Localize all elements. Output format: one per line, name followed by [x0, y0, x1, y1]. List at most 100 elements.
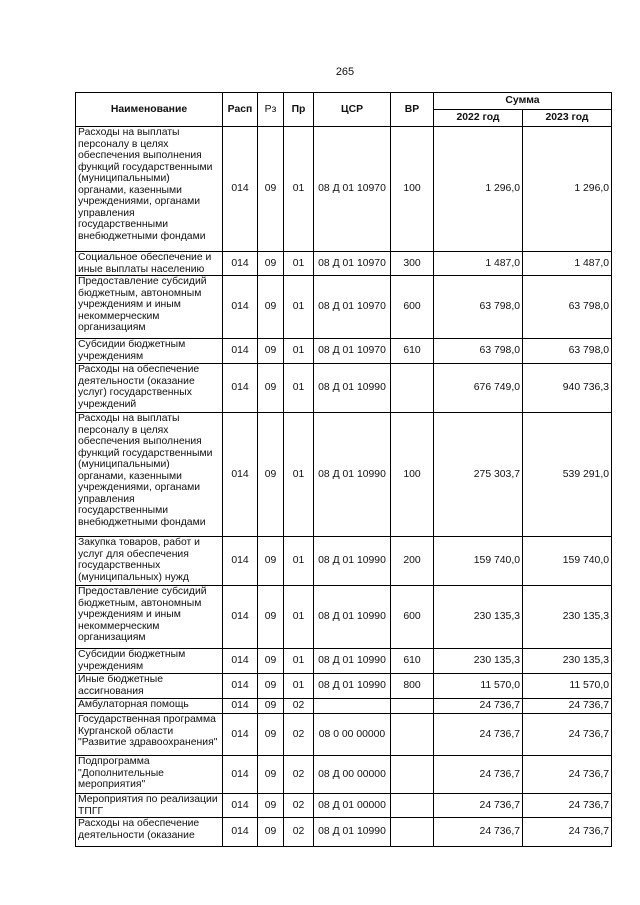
header-cell: Рз — [257, 92, 284, 127]
cell: 24 736,7 — [521, 698, 613, 714]
cell: Социальное обеспечение и иные выплаты на… — [75, 251, 223, 276]
cell: 08 Д 01 10990 — [313, 673, 391, 699]
header-cell: 2023 год — [521, 109, 613, 127]
table-row: Расходы на выплаты персоналу в целях обе… — [75, 126, 613, 252]
cell: 014 — [222, 673, 258, 699]
cell: 24 736,7 — [433, 698, 523, 714]
cell: 09 — [257, 793, 284, 818]
cell: Предоставление субсидий бюджетным, автон… — [75, 275, 223, 339]
cell: 02 — [283, 755, 314, 794]
cell — [390, 713, 434, 756]
cell: 01 — [283, 585, 314, 649]
table-body: Расходы на выплаты персоналу в целях обе… — [75, 126, 613, 847]
table-row: Подпрограмма "Дополнительные мероприятия… — [75, 755, 613, 794]
cell: 01 — [283, 412, 314, 537]
cell: 09 — [257, 275, 284, 339]
cell: 014 — [222, 585, 258, 649]
table-row: Субсидии бюджетным учреждениям 014 09 01 08 … — [75, 648, 613, 674]
cell: Расходы на обеспечение деятельности (ока… — [75, 817, 223, 847]
cell: 940 736,3 — [521, 363, 613, 413]
page-number: 265 — [335, 66, 355, 78]
cell: 08 Д 01 10970 — [313, 126, 391, 252]
cell: 24 736,7 — [521, 713, 613, 756]
header-cell: Пр — [283, 92, 314, 127]
cell: 014 — [222, 412, 258, 537]
cell — [390, 793, 434, 818]
cell: 600 — [390, 275, 434, 339]
cell: 014 — [222, 793, 258, 818]
cell: 100 — [390, 126, 434, 252]
cell: Мероприятия по реализации ТПГГ — [75, 793, 223, 818]
cell: 014 — [222, 698, 258, 714]
cell: 08 Д 01 10970 — [313, 338, 391, 364]
cell: 24 736,7 — [433, 713, 523, 756]
cell: 1 487,0 — [433, 251, 523, 276]
cell: Субсидии бюджетным учреждениям — [75, 648, 223, 674]
table-row: Государственная программа Курганской обл… — [75, 713, 613, 756]
cell: 01 — [283, 536, 314, 586]
cell: 08 Д 01 00000 — [313, 793, 391, 818]
cell: 01 — [283, 673, 314, 699]
cell: 24 736,7 — [433, 755, 523, 794]
cell: 014 — [222, 817, 258, 847]
table-row: Социальное обеспечение и иные выплаты на… — [75, 251, 613, 276]
cell — [390, 363, 434, 413]
cell: 100 — [390, 412, 434, 537]
cell: 610 — [390, 648, 434, 674]
table-row: Иные бюджетные ассигнования 014 09 01 08 Д 0… — [75, 673, 613, 699]
cell: 02 — [283, 713, 314, 756]
cell: 1 296,0 — [521, 126, 613, 252]
cell: 014 — [222, 755, 258, 794]
cell: 09 — [257, 713, 284, 756]
cell: Иные бюджетные ассигнования — [75, 673, 223, 699]
cell: 08 Д 00 00000 — [313, 755, 391, 794]
cell: 014 — [222, 713, 258, 756]
cell: 1 296,0 — [433, 126, 523, 252]
cell: 600 — [390, 585, 434, 649]
cell: 11 570,0 — [433, 673, 523, 699]
cell: 08 Д 01 10990 — [313, 363, 391, 413]
cell: Предоставление субсидий бюджетным, автон… — [75, 585, 223, 649]
cell: Субсидии бюджетным учреждениям — [75, 338, 223, 364]
cell: 63 798,0 — [433, 275, 523, 339]
cell: 11 570,0 — [521, 673, 613, 699]
cell: 02 — [283, 793, 314, 818]
table-row: Предоставление субсидий бюджетным, автон… — [75, 275, 613, 339]
header-cell: Наименование — [75, 92, 223, 127]
cell: Подпрограмма "Дополнительные мероприятия… — [75, 755, 223, 794]
cell: 539 291,0 — [521, 412, 613, 537]
cell: 09 — [257, 817, 284, 847]
table-row: Предоставление субсидий бюджетным, автон… — [75, 585, 613, 649]
cell: 08 Д 01 10970 — [313, 275, 391, 339]
cell: 63 798,0 — [521, 275, 613, 339]
cell: 08 Д 01 10990 — [313, 648, 391, 674]
cell: 01 — [283, 251, 314, 276]
cell: Расходы на выплаты персоналу в целях обе… — [75, 126, 223, 252]
cell: 09 — [257, 412, 284, 537]
cell — [390, 698, 434, 714]
cell: Расходы на выплаты персоналу в целях обе… — [75, 412, 223, 537]
cell: 01 — [283, 126, 314, 252]
cell: 08 Д 01 10970 — [313, 251, 391, 276]
cell: 09 — [257, 536, 284, 586]
cell — [313, 698, 391, 714]
cell: 230 135,3 — [521, 585, 613, 649]
cell: 08 Д 01 10990 — [313, 536, 391, 586]
cell: 300 — [390, 251, 434, 276]
cell: 230 135,3 — [433, 585, 523, 649]
cell: 24 736,7 — [433, 793, 523, 818]
cell: 09 — [257, 363, 284, 413]
cell: Закупка товаров, работ и услуг для обесп… — [75, 536, 223, 586]
cell — [390, 755, 434, 794]
cell: 014 — [222, 338, 258, 364]
header-cell: ЦСР — [313, 92, 391, 127]
cell: 02 — [283, 817, 314, 847]
cell: 08 Д 01 10990 — [313, 585, 391, 649]
cell: 014 — [222, 363, 258, 413]
table-row: Расходы на выплаты персоналу в целях обе… — [75, 412, 613, 537]
table-row: Расходы на обеспечение деятельности (ока… — [75, 817, 613, 847]
cell: 09 — [257, 755, 284, 794]
table-row: Расходы на обеспечение деятельности (ока… — [75, 363, 613, 413]
cell: 01 — [283, 338, 314, 364]
table-row: Мероприятия по реализации ТПГГ 014 09 02 08 … — [75, 793, 613, 818]
